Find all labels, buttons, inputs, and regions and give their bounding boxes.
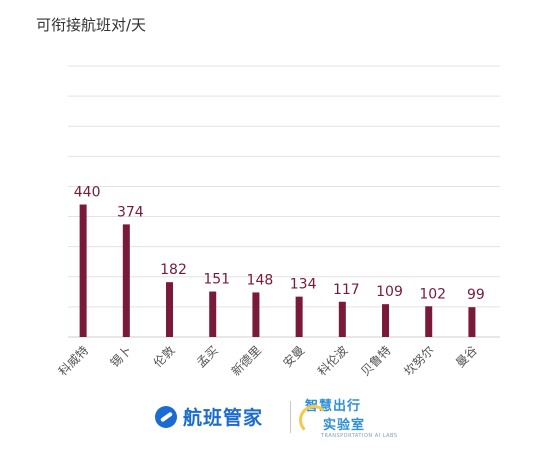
swoosh-icon xyxy=(299,405,329,435)
bar-8 xyxy=(425,306,433,337)
logo2-line2: 实验室 xyxy=(323,418,366,433)
plane-globe-icon xyxy=(155,405,177,428)
logo2-small: TRANSPORTATION AI LABS xyxy=(321,433,398,439)
category-label-2: 伦敦 xyxy=(150,343,178,371)
bar-7 xyxy=(382,304,390,337)
value-label-9: 99 xyxy=(467,287,485,303)
bar-4 xyxy=(252,292,260,337)
value-label-6: 117 xyxy=(333,282,360,298)
category-label-8: 坎努尔 xyxy=(401,343,437,379)
category-label-9: 曼谷 xyxy=(453,343,480,370)
logo1-text: 航班管家 xyxy=(183,407,264,429)
value-label-2: 182 xyxy=(160,262,187,278)
bar-3 xyxy=(209,291,217,337)
ai-labs-logo: 智慧出行 实验室 TRANSPORTATION AI LABS xyxy=(299,395,398,439)
value-label-0: 440 xyxy=(74,185,101,201)
logo-divider xyxy=(290,401,291,433)
value-labels: 440 374 182 151 148 134 117 109 102 99 xyxy=(74,185,485,304)
category-labels: 科威特 锡卜 伦敦 孟买 新德里 安曼 科伦波 贝鲁特 坎努尔 曼谷 xyxy=(55,343,480,379)
bar-9 xyxy=(468,307,476,337)
chart-title: 可衔接航班对/天 xyxy=(36,16,147,34)
category-label-1: 锡卜 xyxy=(107,343,135,371)
footer-logos: 航班管家 智慧出行 实验室 TRANSPORTATION AI LABS xyxy=(155,395,415,441)
category-label-5: 安曼 xyxy=(280,343,308,371)
category-label-0: 科威特 xyxy=(55,343,91,379)
bar-2 xyxy=(166,282,174,337)
category-label-4: 新德里 xyxy=(228,343,264,379)
value-label-4: 148 xyxy=(247,272,274,288)
category-label-7: 贝鲁特 xyxy=(358,343,394,379)
value-label-7: 109 xyxy=(376,284,403,300)
bar-0 xyxy=(79,204,87,337)
value-label-5: 134 xyxy=(290,277,317,293)
bar-chart: 440 374 182 151 148 134 117 109 102 99 科威特 锡卜 伦敦 孟买新… xyxy=(55,65,500,379)
category-label-6: 科伦波 xyxy=(314,343,350,379)
bar-5 xyxy=(295,296,303,337)
bar-6 xyxy=(338,301,346,337)
value-label-3: 151 xyxy=(203,272,230,288)
hangbanguanjia-logo: 航班管家 xyxy=(155,403,263,430)
value-label-8: 102 xyxy=(419,286,446,302)
category-label-3: 孟买 xyxy=(194,343,221,370)
bar-1 xyxy=(122,224,130,337)
bars xyxy=(79,204,476,337)
grid-lines xyxy=(68,65,500,338)
value-label-1: 374 xyxy=(117,204,144,220)
